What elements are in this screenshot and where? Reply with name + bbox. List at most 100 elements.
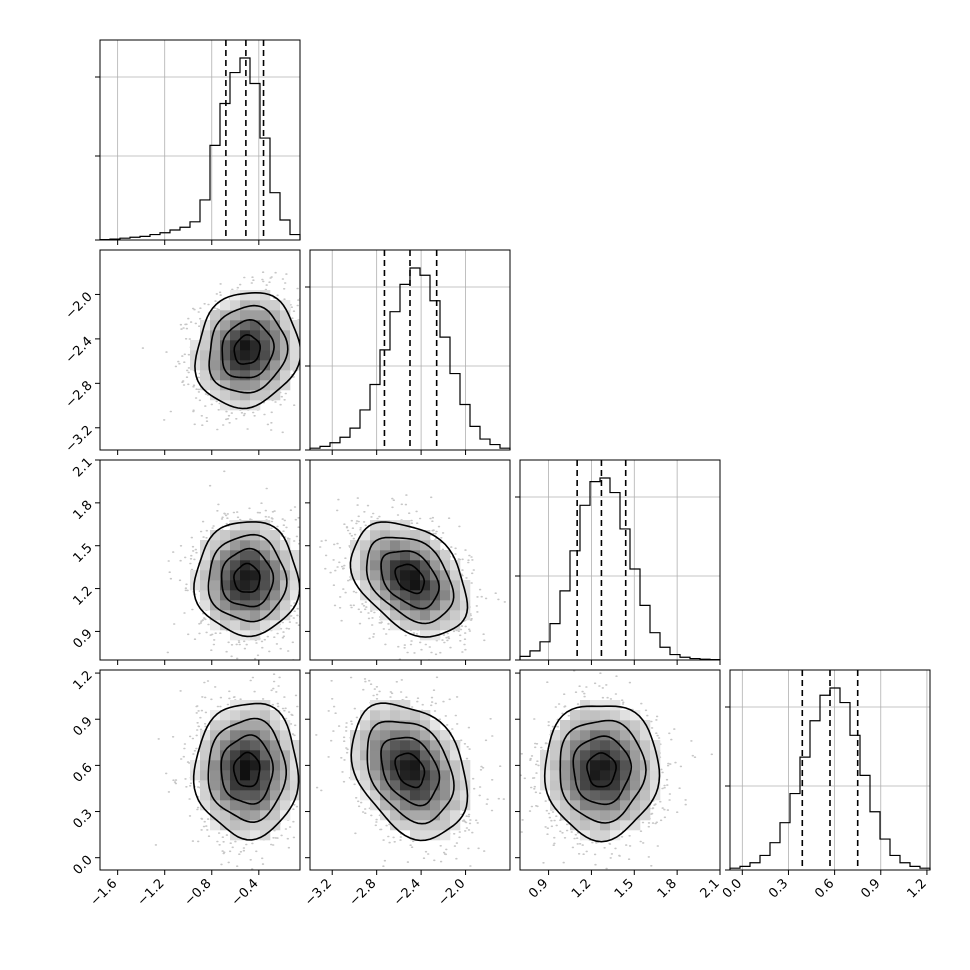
density-cell xyxy=(600,810,611,821)
density-cell xyxy=(230,790,241,801)
density-cell xyxy=(250,750,261,761)
density-cell xyxy=(200,560,211,571)
density-cell xyxy=(240,740,251,751)
density-cell xyxy=(360,720,371,731)
density-cell xyxy=(410,600,421,611)
density-cell xyxy=(250,400,261,411)
density-cell xyxy=(550,800,561,811)
density-cell xyxy=(400,600,411,611)
density-cell xyxy=(210,750,221,761)
density-cell xyxy=(390,770,401,781)
density-cell xyxy=(440,790,451,801)
density-cell xyxy=(390,600,401,611)
density-cell xyxy=(260,320,271,331)
density-cell xyxy=(360,740,371,751)
density-cell xyxy=(250,830,261,841)
density-cell xyxy=(350,760,361,771)
density-cell xyxy=(230,820,241,831)
density-cell xyxy=(640,720,651,731)
density-cell xyxy=(560,740,571,751)
contour-line xyxy=(365,536,455,625)
density-cell xyxy=(450,580,461,591)
density-cell xyxy=(580,770,591,781)
density-cell xyxy=(230,740,241,751)
density-cell xyxy=(240,610,251,621)
density-cell xyxy=(250,560,261,571)
density-cell xyxy=(580,760,591,771)
density-cell xyxy=(430,810,441,821)
density-cell xyxy=(430,830,441,841)
density-cell xyxy=(240,570,251,581)
contour-line xyxy=(208,304,289,394)
density-cell xyxy=(370,550,381,561)
density-cell xyxy=(410,530,421,541)
density-cell xyxy=(280,590,291,601)
density-cell xyxy=(610,830,621,841)
density-cell xyxy=(200,370,211,381)
pair-panel-2-3: 0.9 1.2 1.5 1.8 2.1 xyxy=(515,669,723,901)
density-cell xyxy=(250,520,261,531)
density-cell xyxy=(220,600,231,611)
density-cell xyxy=(610,800,621,811)
density-cell xyxy=(200,540,211,551)
density-cell xyxy=(610,720,621,731)
density-cell xyxy=(270,380,281,391)
density-cell xyxy=(630,820,641,831)
density-cell xyxy=(230,530,241,541)
density-cell xyxy=(250,320,261,331)
density-cell xyxy=(230,760,241,771)
density-cell xyxy=(580,740,591,751)
density-cell xyxy=(390,550,401,561)
hist-panel-0 xyxy=(95,39,301,245)
contour-line xyxy=(193,521,300,638)
density-cell xyxy=(390,540,401,551)
density-cell xyxy=(220,400,231,411)
density-cell xyxy=(210,610,221,621)
density-cell xyxy=(370,560,381,571)
density-cell xyxy=(350,750,361,761)
density-cell xyxy=(600,760,611,771)
density-cell xyxy=(600,780,611,791)
density-cell xyxy=(380,760,391,771)
pair-content xyxy=(166,470,300,660)
density-cell xyxy=(650,780,661,791)
density-cell xyxy=(260,520,271,531)
contour-line xyxy=(559,719,647,824)
density-cell xyxy=(200,730,211,741)
density-cell xyxy=(380,800,391,811)
density-cell xyxy=(280,770,291,781)
density-cell xyxy=(370,740,381,751)
density-cell xyxy=(240,380,251,391)
density-cell xyxy=(550,760,561,771)
density-cell xyxy=(280,540,291,551)
density-cell xyxy=(410,720,421,731)
density-cell xyxy=(380,740,391,751)
density-cell xyxy=(260,760,271,771)
density-cell xyxy=(420,540,431,551)
contour-line xyxy=(194,291,300,410)
density-cell xyxy=(360,570,371,581)
density-cell xyxy=(390,710,401,721)
density-cell xyxy=(260,290,271,301)
density-cell xyxy=(370,710,381,721)
density-cell xyxy=(390,780,401,791)
density-cell xyxy=(210,360,221,371)
density-cell xyxy=(460,800,471,811)
panel-frame xyxy=(519,669,721,871)
density-cell xyxy=(430,620,441,631)
density-cell xyxy=(620,800,631,811)
density-cell xyxy=(280,580,291,591)
density-cell xyxy=(240,550,251,561)
density-cell xyxy=(420,720,431,731)
density-cell xyxy=(220,350,231,361)
density-cell xyxy=(260,390,271,401)
density-cell xyxy=(420,590,431,601)
density-cell xyxy=(220,320,231,331)
density-cell xyxy=(200,580,211,591)
density-cell xyxy=(350,570,361,581)
density-cell xyxy=(600,820,611,831)
density-cell xyxy=(460,790,471,801)
pair-content xyxy=(154,670,300,870)
hist-bars xyxy=(309,267,511,450)
density-cell xyxy=(640,780,651,791)
